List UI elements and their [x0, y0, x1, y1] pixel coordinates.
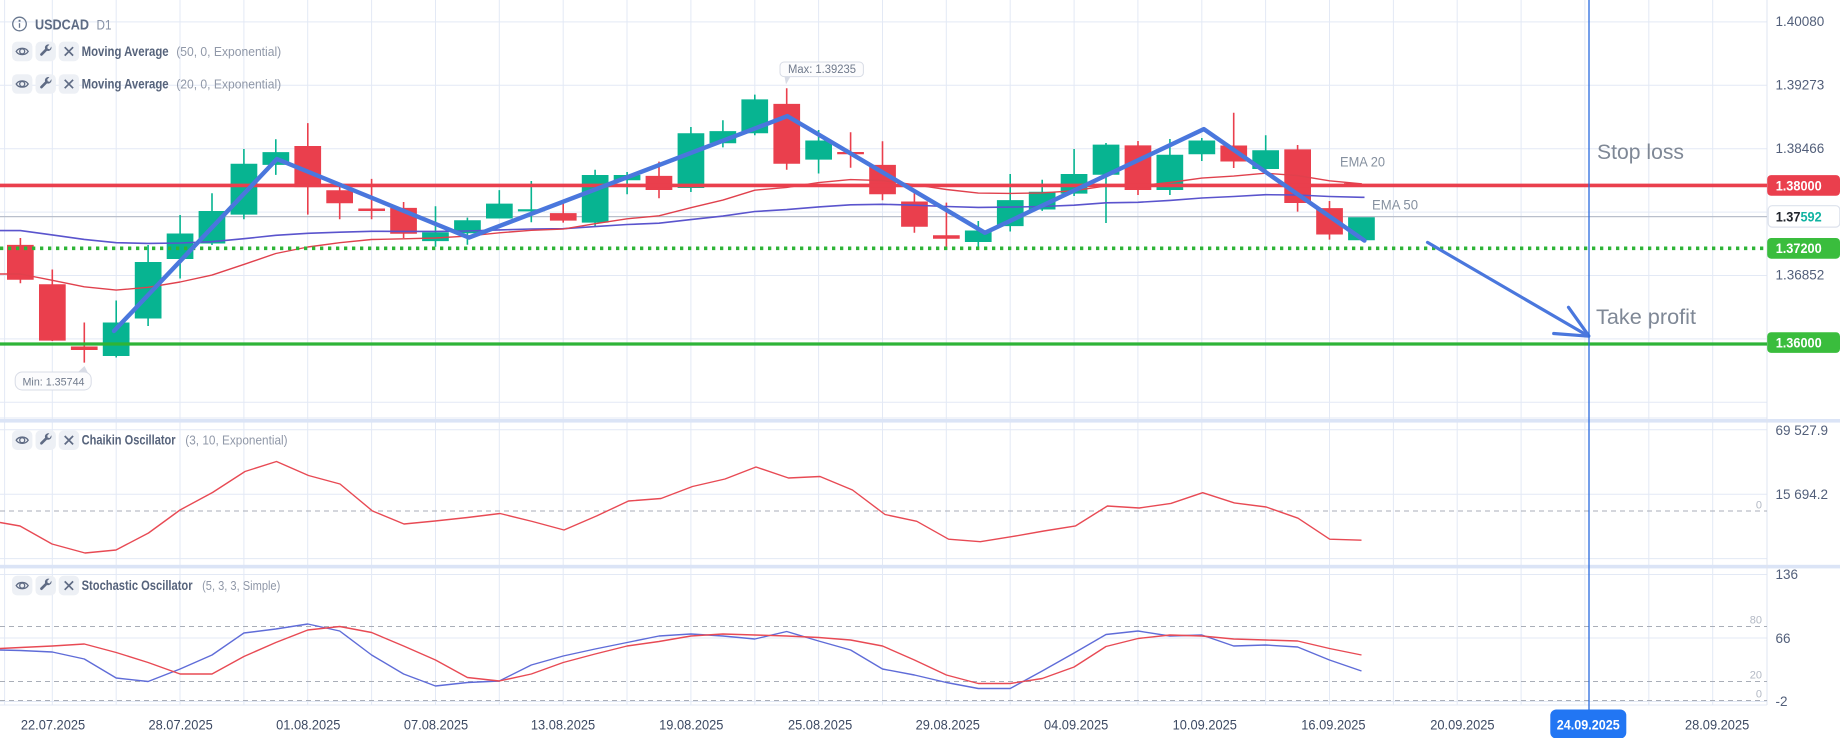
svg-text:28.07.2025: 28.07.2025 [148, 717, 212, 733]
svg-text:1.37592: 1.37592 [1776, 209, 1822, 224]
svg-text:28.09.2025: 28.09.2025 [1685, 717, 1749, 733]
svg-text:Moving Average: Moving Average [82, 44, 169, 59]
svg-text:(50, 0, Exponential): (50, 0, Exponential) [176, 44, 281, 59]
svg-text:Moving Average: Moving Average [82, 76, 169, 91]
svg-text:80: 80 [1750, 615, 1762, 627]
svg-text:-2: -2 [1776, 694, 1788, 709]
svg-text:1.40080: 1.40080 [1776, 14, 1825, 29]
svg-text:Take profit: Take profit [1596, 306, 1696, 329]
svg-text:Chaikin Oscillator: Chaikin Oscillator [82, 433, 177, 448]
svg-text:13.08.2025: 13.08.2025 [531, 717, 595, 733]
svg-text:Min: 1.35744: Min: 1.35744 [23, 376, 85, 388]
svg-text:1.36000: 1.36000 [1776, 335, 1822, 350]
svg-text:1.36852: 1.36852 [1776, 268, 1825, 283]
svg-text:D1: D1 [97, 16, 112, 32]
svg-text:69 527.9: 69 527.9 [1776, 423, 1829, 438]
svg-text:(20, 0, Exponential): (20, 0, Exponential) [176, 76, 281, 91]
svg-text:19.08.2025: 19.08.2025 [659, 717, 723, 733]
svg-text:USDCAD: USDCAD [35, 17, 89, 33]
svg-text:29.08.2025: 29.08.2025 [916, 717, 980, 733]
svg-text:EMA 20: EMA 20 [1340, 155, 1385, 170]
svg-text:Stop loss: Stop loss [1597, 141, 1684, 164]
svg-text:0: 0 [1756, 500, 1762, 512]
svg-text:(3, 10, Exponential): (3, 10, Exponential) [185, 433, 287, 448]
svg-text:07.08.2025: 07.08.2025 [404, 717, 468, 733]
svg-text:16.09.2025: 16.09.2025 [1301, 717, 1365, 733]
svg-text:1.38000: 1.38000 [1776, 178, 1822, 193]
svg-text:66: 66 [1776, 631, 1791, 646]
svg-text:0: 0 [1756, 689, 1762, 701]
svg-text:Max: 1.39235: Max: 1.39235 [788, 64, 856, 76]
svg-text:Stochastic Oscillator: Stochastic Oscillator [82, 578, 194, 593]
svg-text:22.07.2025: 22.07.2025 [21, 717, 85, 733]
svg-text:20: 20 [1750, 670, 1762, 682]
svg-text:01.08.2025: 01.08.2025 [276, 717, 340, 733]
svg-text:15 694.2: 15 694.2 [1776, 487, 1829, 502]
svg-text:20.09.2025: 20.09.2025 [1430, 717, 1494, 733]
svg-text:24.09.2025: 24.09.2025 [1557, 718, 1620, 733]
svg-text:25.08.2025: 25.08.2025 [788, 717, 852, 733]
svg-text:1.37200: 1.37200 [1776, 241, 1822, 256]
svg-text:EMA 50: EMA 50 [1372, 198, 1418, 213]
svg-text:1.38466: 1.38466 [1776, 141, 1825, 156]
svg-text:136: 136 [1776, 567, 1799, 582]
svg-text:(5, 3, 3, Simple): (5, 3, 3, Simple) [202, 578, 280, 593]
svg-text:10.09.2025: 10.09.2025 [1173, 717, 1237, 733]
svg-text:04.09.2025: 04.09.2025 [1044, 717, 1108, 733]
svg-text:1.39273: 1.39273 [1776, 78, 1825, 93]
